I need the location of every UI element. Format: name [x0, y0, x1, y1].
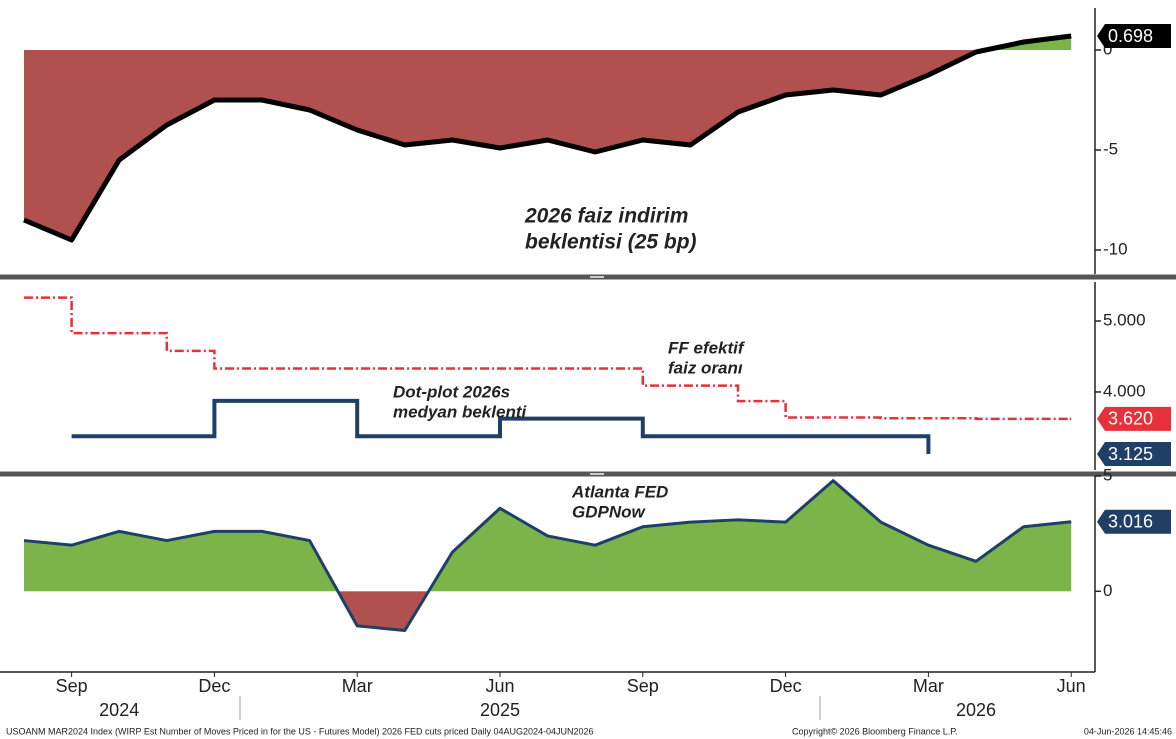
annotation: FF efektif [668, 338, 746, 357]
year-label: 2024 [99, 700, 139, 720]
x-tick-label: Sep [56, 676, 88, 696]
x-tick-label: Jun [1057, 676, 1086, 696]
annotation: Atlanta FED [571, 482, 668, 501]
x-tick-label: Sep [627, 676, 659, 696]
footer-source: USOANM MAR2024 Index (WIRP Est Number of… [6, 726, 594, 736]
value-box [1097, 509, 1171, 534]
series-line [23, 33, 1072, 243]
separator-handle [590, 276, 604, 278]
y-tick-label: 0 [1103, 39, 1112, 58]
annotation: GDPNow [572, 502, 647, 521]
x-tick-label: Mar [913, 676, 944, 696]
footer-copyright: Copyright© 2026 Bloomberg Finance L.P. [792, 726, 958, 736]
footer-timestamp: 04-Jun-2026 14:45:46 [1084, 726, 1172, 736]
y-tick-label: -10 [1103, 239, 1128, 258]
series-line [24, 296, 1072, 421]
value-label: 3.016 [1108, 511, 1153, 531]
value-label: 3.620 [1108, 409, 1153, 429]
annotation: beklentisi (25 bp) [525, 231, 697, 254]
x-tick-label: Dec [770, 676, 802, 696]
area-fill-below [24, 50, 1072, 240]
y-tick-label: 4.000 [1103, 381, 1146, 400]
x-tick-label: Jun [485, 676, 514, 696]
value-box [1097, 24, 1171, 49]
series-line [71, 398, 931, 455]
year-label: 2025 [480, 700, 520, 720]
value-label: 0.698 [1108, 26, 1153, 46]
y-tick-label: 5.000 [1103, 311, 1146, 330]
y-tick-label: 0 [1103, 581, 1112, 600]
value-box [1097, 406, 1171, 431]
x-tick-label: Dec [198, 676, 230, 696]
separator-handle [590, 473, 604, 475]
annotation: 2026 faiz indirim [524, 205, 688, 228]
y-tick-label: 5 [1103, 465, 1112, 484]
annotation: faiz oranı [668, 358, 743, 377]
value-box [1097, 442, 1171, 467]
panel-separator [0, 471, 1176, 477]
year-label: 2026 [956, 700, 996, 720]
series-line [23, 479, 1072, 632]
annotation: medyan beklenti [393, 402, 527, 421]
value-label: 3.125 [1108, 444, 1153, 464]
y-tick-label: -5 [1103, 139, 1118, 158]
panel-separator [0, 274, 1176, 280]
x-tick-label: Mar [342, 676, 373, 696]
annotation: Dot-plot 2026s [393, 382, 510, 401]
